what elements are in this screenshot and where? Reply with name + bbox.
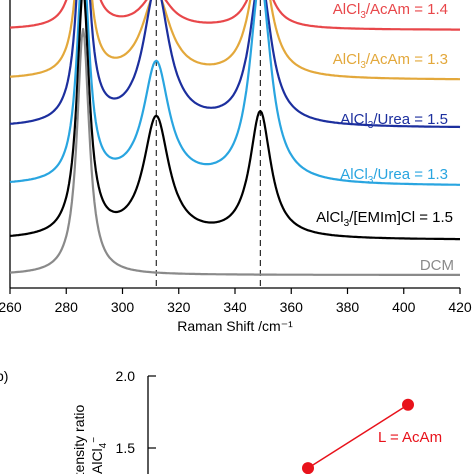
x-tick-label: 360 <box>280 299 304 315</box>
series-label: AlCl3/[EMIm]Cl = 1.5 <box>316 209 453 229</box>
panel-b-y-label-line2: AlCl4− <box>89 437 109 474</box>
x-ticks: 260 280 300 320 340 360 380 400 420 <box>0 288 472 315</box>
x-tick-label: 340 <box>223 299 247 315</box>
spectrum-curve <box>9 0 460 186</box>
x-axis-label: Raman Shift /cm⁻¹ <box>177 318 293 334</box>
spectrum-curve <box>9 0 460 81</box>
spectrum-curve <box>9 0 461 129</box>
panel-b-point <box>402 398 414 411</box>
reference-lines <box>155 0 261 288</box>
spectra-curves <box>9 0 461 276</box>
panel-a: 260 280 300 320 340 360 380 400 420 AlCl3/AcAm =… <box>0 0 472 334</box>
spectrum-curve <box>9 0 460 241</box>
panel-b-trend-line <box>307 404 409 469</box>
x-tick-label: 420 <box>448 299 472 315</box>
x-tick-label: 320 <box>167 299 191 315</box>
series-label: AlCl3/AcAm = 1.3 <box>333 51 448 71</box>
panel-b-y-ticks: 2.0 1.5 <box>116 368 156 456</box>
panel-b-tick-label: 2.0 <box>116 368 136 384</box>
x-tick-label: 300 <box>111 299 135 315</box>
series-label: AlCl3/Urea = 1.3 <box>340 166 448 186</box>
x-tick-label: 280 <box>55 299 79 315</box>
series-label: AlCl3/AcAm = 1.4 <box>333 1 448 21</box>
series-label: AlCl3/Urea = 1.5 <box>340 111 448 131</box>
panel-b-point <box>302 462 314 474</box>
panel-b-y-label-line1: Intensity ratio <box>71 405 87 474</box>
x-tick-label: 380 <box>336 299 360 315</box>
panel-b-points <box>302 398 414 474</box>
x-tick-label: 260 <box>0 299 22 315</box>
panel-b-tick-label: 1.5 <box>116 440 136 456</box>
panel-b-label: b) <box>0 368 8 384</box>
series-labels: AlCl3/AcAm = 1.4 AlCl3/AcAm = 1.3 AlCl3/Ur… <box>316 1 454 274</box>
panel-b-annotation: L = AcAm <box>378 429 442 446</box>
spectrum-curve <box>9 0 460 31</box>
x-tick-label: 400 <box>392 299 416 315</box>
panel-b-y-label: Intensity ratio AlCl4− <box>71 405 109 474</box>
spectrum-curve <box>9 27 460 276</box>
series-label: DCM <box>420 257 454 274</box>
